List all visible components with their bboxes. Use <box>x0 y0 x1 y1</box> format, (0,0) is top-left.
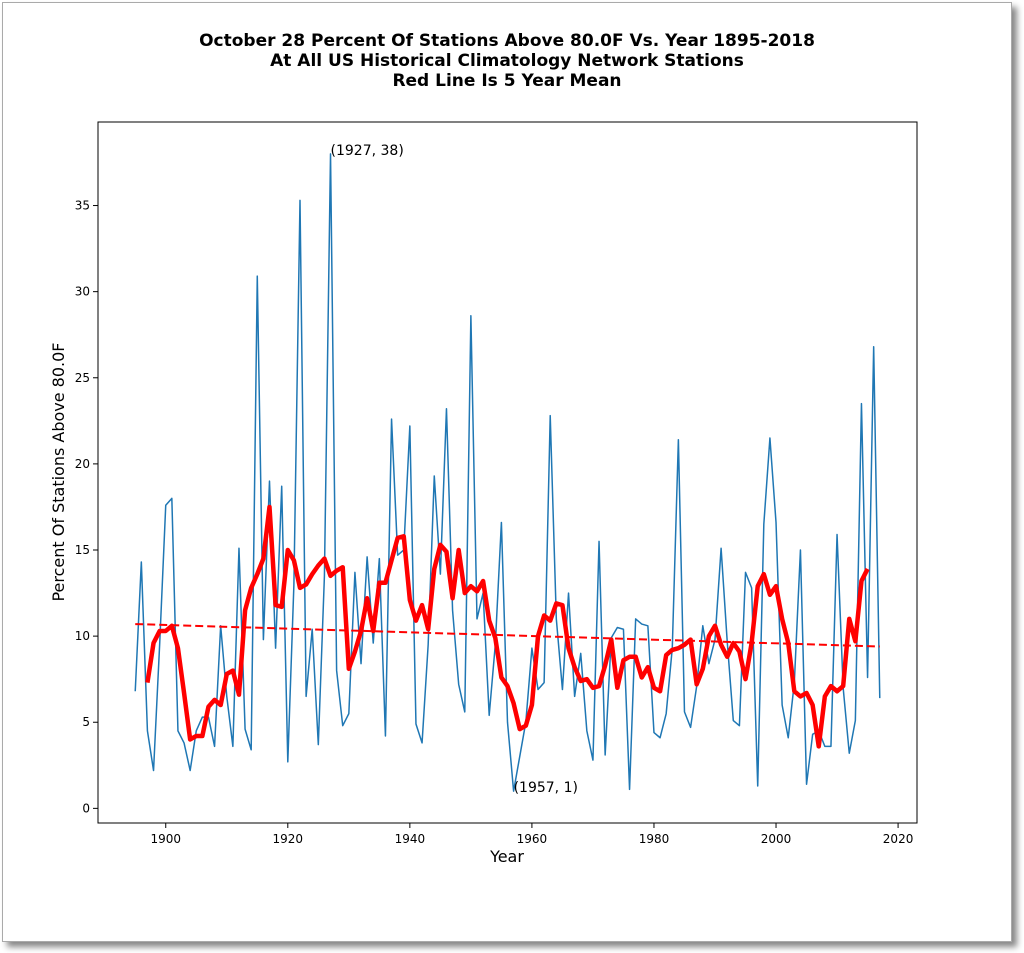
y-tick-label: 0 <box>82 801 90 815</box>
x-tick-label: 1960 <box>517 832 548 846</box>
x-tick-label: 1980 <box>639 832 670 846</box>
y-tick-label: 20 <box>75 457 90 471</box>
y-axis-label: Percent Of Stations Above 80.0F <box>49 342 68 601</box>
data-line <box>134 153 881 792</box>
x-tick-label: 1940 <box>395 832 426 846</box>
chart-title: October 28 Percent Of Stations Above 80.… <box>199 31 815 51</box>
annotation: (1927, 38) <box>331 143 404 159</box>
data-line <box>145 504 870 749</box>
y-tick-label: 25 <box>75 371 90 385</box>
y-tick-label: 5 <box>82 715 90 729</box>
plot-frame <box>97 121 918 824</box>
y-tick-label: 30 <box>75 285 90 299</box>
chart-title: At All US Historical Climatology Network… <box>270 51 744 71</box>
x-tick-label: 2000 <box>761 832 792 846</box>
y-tick-label: 35 <box>75 199 90 213</box>
x-tick-label: 1900 <box>150 832 181 846</box>
x-tick-label: 1920 <box>273 832 304 846</box>
chart-title: Red Line Is 5 Year Mean <box>392 71 621 91</box>
frame <box>2 2 1012 942</box>
x-axis-label: Year <box>489 847 524 866</box>
y-tick-label: 15 <box>75 543 90 557</box>
trend-line <box>135 623 880 648</box>
y-tick-label: 10 <box>75 629 90 643</box>
annotation: (1957, 1) <box>514 780 578 796</box>
x-tick-label: 2020 <box>883 832 914 846</box>
